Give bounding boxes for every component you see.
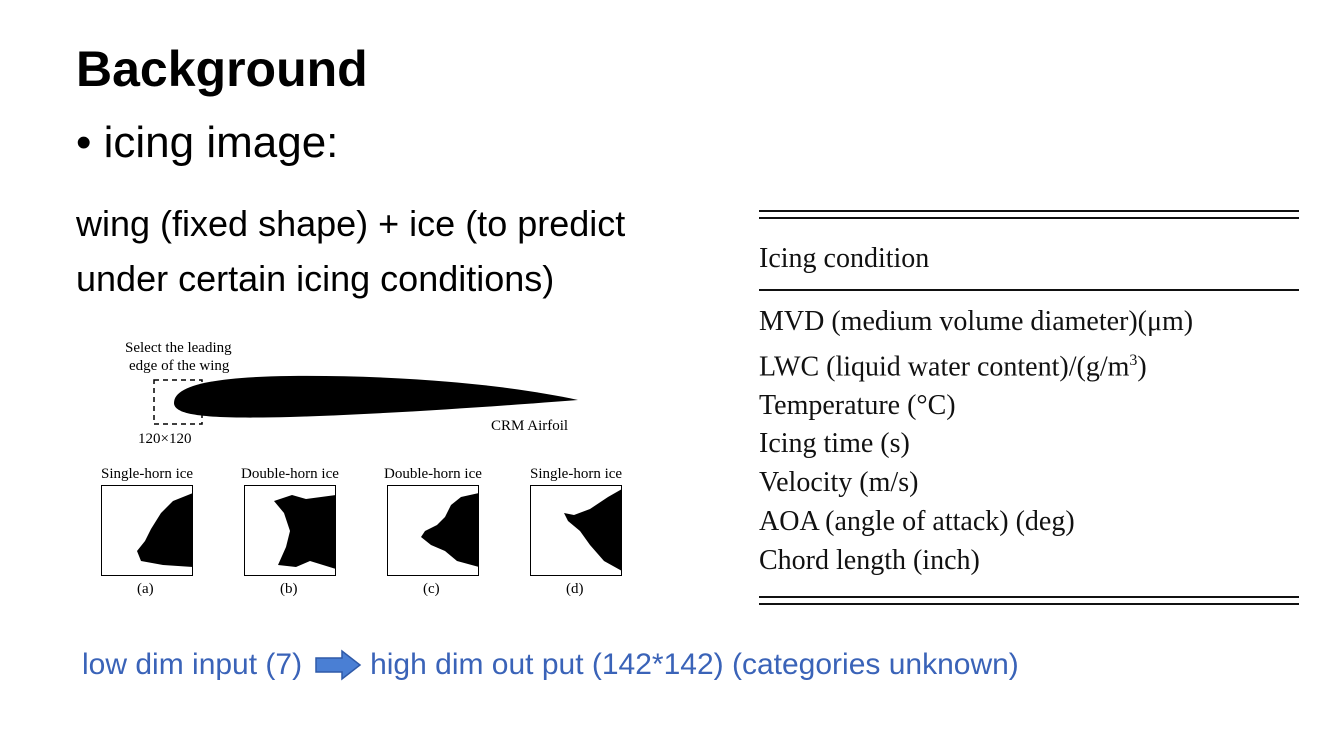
panel-b-letter: (b) bbox=[280, 581, 298, 597]
select-label-line1: Select the leading bbox=[125, 340, 232, 356]
double-horn-ice bbox=[421, 493, 479, 567]
crm-airfoil bbox=[174, 375, 578, 418]
airfoil-label: CRM Airfoil bbox=[491, 418, 569, 434]
table-rule-top bbox=[759, 210, 1299, 212]
table-row-velocity: Velocity (m/s) bbox=[759, 467, 919, 499]
panel-a-image bbox=[101, 485, 193, 576]
panel-d-letter: (d) bbox=[566, 581, 584, 597]
leading-edge-crop-box bbox=[153, 379, 203, 425]
right-arrow-icon bbox=[315, 649, 362, 681]
double-horn-ice bbox=[274, 495, 336, 569]
panel-a-letter: (a) bbox=[137, 581, 154, 597]
single-horn-ice bbox=[137, 493, 193, 567]
high-dim-output-text: high dim out put (142*142) (categories u… bbox=[370, 648, 1019, 681]
panel-a-title: Single-horn ice bbox=[101, 466, 194, 482]
table-rule-mid bbox=[759, 289, 1299, 291]
select-label-line2: edge of the wing bbox=[129, 358, 230, 374]
bottom-caption: low dim input (7) high dim out put (142*… bbox=[82, 648, 1019, 682]
bullet-icing-image: • icing image: bbox=[76, 118, 339, 167]
low-dim-input-text: low dim input (7) bbox=[82, 648, 303, 681]
panel-c-image bbox=[387, 485, 479, 576]
airfoil-shape bbox=[153, 375, 578, 425]
icing-condition-table: Icing condition MVD (medium volume diame… bbox=[759, 210, 1299, 606]
table-rule-top-2 bbox=[759, 217, 1299, 219]
table-row-chord-length: Chord length (inch) bbox=[759, 544, 980, 576]
panel-b-image bbox=[244, 485, 336, 576]
table-row-mvd: MVD (medium volume diameter)(μm) bbox=[759, 306, 1194, 337]
table-header: Icing condition bbox=[759, 243, 930, 274]
table-row-temperature: Temperature (°C) bbox=[759, 389, 956, 421]
slide-description: wing (fixed shape) + ice (to predict und… bbox=[76, 203, 626, 299]
table-rule-bottom bbox=[759, 596, 1299, 599]
table-row-icing-time: Icing time (s) bbox=[759, 428, 910, 460]
table-row-aoa: AOA (angle of attack) (deg) bbox=[759, 505, 1075, 537]
table-row-lwc: LWC (liquid water content)/(g/m3) bbox=[759, 351, 1147, 383]
crop-size-label: 120×120 bbox=[138, 431, 192, 447]
single-horn-ice bbox=[564, 489, 622, 571]
panel-d-title: Single-horn ice bbox=[530, 466, 623, 482]
panel-c-title: Double-horn ice bbox=[384, 466, 482, 482]
panel-d-image bbox=[530, 485, 622, 576]
panel-b-title: Double-horn ice bbox=[241, 466, 339, 482]
table-rule-bottom-2 bbox=[759, 603, 1299, 606]
panel-c-letter: (c) bbox=[423, 581, 440, 597]
slide-title: Background bbox=[76, 41, 368, 97]
